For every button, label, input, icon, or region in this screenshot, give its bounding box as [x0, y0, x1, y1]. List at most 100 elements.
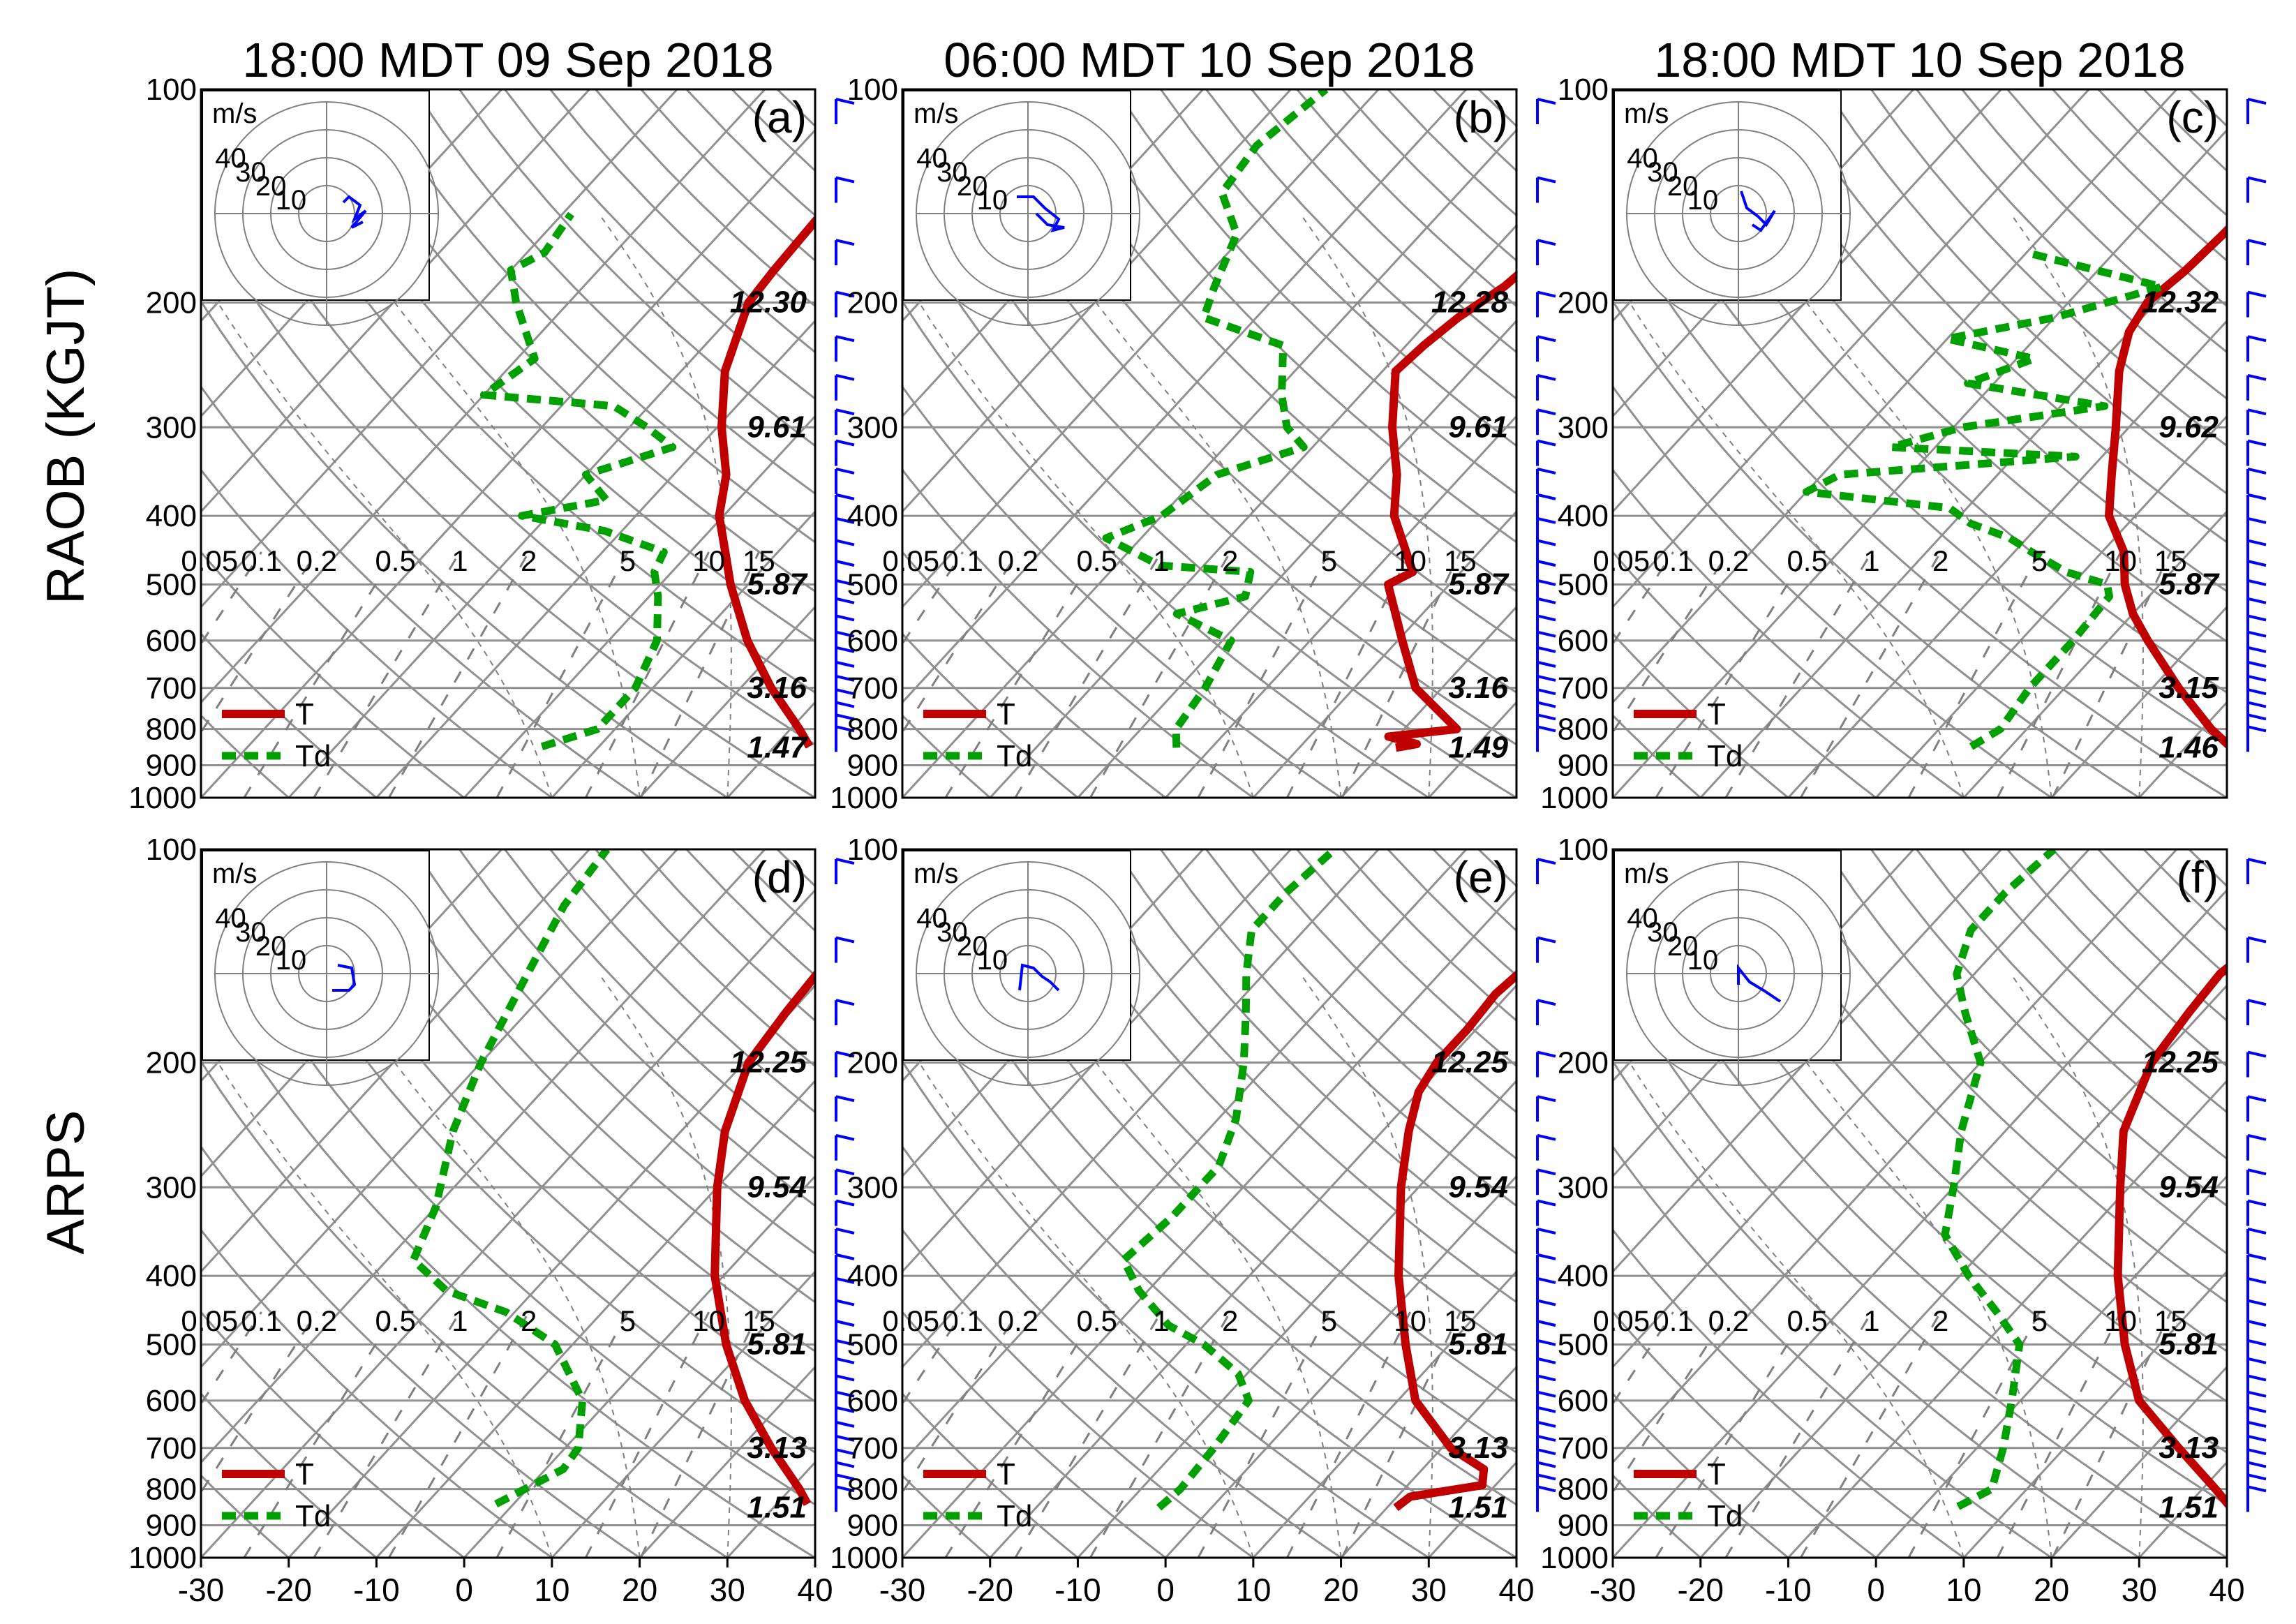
isotherm-line — [1165, 415, 1516, 798]
pressure-tick-label: 800 — [146, 1473, 197, 1507]
mixing-ratio-line — [1014, 1311, 1163, 1558]
wind-barb-flag — [835, 1461, 855, 1468]
mixing-ratio-label: 0.2 — [1708, 544, 1749, 577]
mixing-ratio-line — [201, 1311, 318, 1495]
moist-adiabat — [1743, 214, 2052, 798]
dry-adiabat — [201, 1310, 465, 1558]
wind-barb-flag — [1537, 239, 1556, 246]
temperature-tick-label: 40 — [1498, 1572, 1534, 1608]
isotherm-line — [375, 1079, 815, 1558]
wind-barb-flag — [1537, 1095, 1556, 1103]
temperature-tick-label: -30 — [178, 1572, 224, 1608]
wind-barb-flag — [835, 646, 855, 653]
hodograph-ring-label: 10 — [276, 185, 307, 216]
wind-barb-flag — [1537, 701, 1556, 708]
wind-barb-flag — [1537, 630, 1556, 638]
isotherm-line — [902, 849, 1380, 1369]
wind-barb-flag — [835, 858, 855, 865]
wind-barb-flag — [1537, 999, 1556, 1006]
mixing-ratio-label: 5 — [2032, 1304, 2048, 1337]
dry-adiabat — [1023, 89, 1516, 593]
dry-adiabat — [1023, 849, 1516, 1353]
dry-adiabat — [201, 299, 729, 798]
panel-title: 18:00 MDT 09 Sep 2018 — [242, 33, 773, 87]
wind-barb-flag — [2247, 1461, 2267, 1468]
dry-adiabat — [1734, 849, 2227, 1353]
mixing-ratio-label: 15 — [743, 544, 775, 577]
moist-adiabat — [2226, 1553, 2227, 1558]
moist-adiabat — [2226, 793, 2227, 798]
height-label: 12.28 — [1431, 285, 1509, 320]
mixing-ratio-line — [495, 551, 629, 798]
wind-barb-flag — [2247, 1199, 2267, 1207]
mixing-ratio-line — [201, 1311, 262, 1406]
wind-barb-flag — [2247, 1357, 2267, 1364]
temperature-tick-label: 20 — [622, 1572, 657, 1608]
pressure-tick-label: 100 — [146, 833, 197, 867]
isotherm-line — [1787, 319, 2227, 798]
mixing-ratio-label: 0.5 — [1076, 1304, 1117, 1337]
panel-plot-area — [902, 849, 1516, 1558]
mixing-ratio-line — [639, 1311, 760, 1558]
dry-adiabat — [1613, 385, 2052, 798]
dry-adiabat — [201, 1145, 641, 1558]
dry-adiabat — [276, 89, 815, 643]
panel-letter: (d) — [752, 852, 807, 902]
mixing-ratio-line — [1613, 551, 1674, 646]
row-label-raob: RAOB (KGJT) — [36, 269, 96, 604]
temperature-tick-label: 40 — [2209, 1572, 2244, 1608]
pressure-tick-label: 100 — [1558, 73, 1609, 107]
wind-barb-flag — [835, 1227, 855, 1235]
dry-adiabat — [1688, 89, 2227, 643]
temperature-tick-label: 20 — [1323, 1572, 1359, 1608]
moist-adiabat — [1299, 214, 1433, 798]
dry-adiabat — [322, 89, 815, 593]
moist-adiabat — [1613, 1033, 1965, 1558]
mixing-ratio-label: 0.5 — [1076, 544, 1117, 577]
height-label: 5.87 — [2159, 567, 2220, 601]
hodograph-ring-label: 10 — [977, 945, 1008, 976]
dry-adiabat — [1114, 849, 1516, 1256]
mixing-ratio-line — [495, 1311, 629, 1558]
mixing-ratio-label: 2 — [1222, 1304, 1238, 1337]
isotherm-line — [1875, 415, 2227, 798]
wind-barb-flag — [835, 539, 855, 546]
mixing-ratio-line — [902, 1311, 964, 1406]
mixing-ratio-label: 0.05 — [882, 1304, 939, 1337]
height-label: 9.62 — [2159, 410, 2219, 444]
dry-adiabat — [1779, 89, 2227, 544]
pressure-tick-label: 900 — [146, 1509, 197, 1543]
panel-c: 0.05 0.1 0.2 0.5 1 2 5 10 15 12.32 9.62 5.87 3.15 1.4… — [1540, 33, 2267, 815]
wind-barb-flag — [2247, 630, 2267, 638]
pressure-tick-label: 800 — [146, 713, 197, 747]
mixing-ratio-line — [1724, 1311, 1873, 1558]
mixing-ratio-label: 0.1 — [942, 544, 983, 577]
wind-barb-flag — [2247, 1253, 2267, 1260]
wind-barb-flag — [2247, 1168, 2267, 1176]
pressure-tick-label: 500 — [146, 567, 197, 602]
wind-barb-flag — [2247, 614, 2267, 622]
hodograph-ring-label: 20 — [255, 171, 287, 202]
height-label: 5.81 — [2159, 1327, 2219, 1361]
isotherm-line — [902, 89, 1380, 609]
dewpoint-line — [479, 211, 677, 751]
wind-barb-flag — [1537, 597, 1556, 604]
mixing-ratio-line — [584, 1311, 710, 1558]
dry-adiabat — [1961, 849, 2227, 1114]
mixing-ratio-label: 15 — [1444, 1304, 1477, 1337]
mixing-ratio-label: 1 — [452, 544, 468, 577]
height-label: 5.81 — [1448, 1327, 1508, 1361]
hodograph-ring-label: 20 — [1667, 171, 1699, 202]
wind-barb-flag — [1537, 675, 1556, 682]
hodograph-units: m/s — [914, 98, 958, 129]
wind-barb-flag — [1537, 517, 1556, 524]
isotherm-line — [902, 89, 1292, 514]
mixing-ratio-label: 10 — [2104, 544, 2137, 577]
dry-adiabat — [902, 117, 1516, 746]
wind-barb-flag — [2247, 646, 2267, 653]
wind-barb-flag — [2247, 858, 2267, 865]
legend-t-label: T — [295, 697, 314, 731]
height-label: 9.61 — [1448, 410, 1508, 444]
wind-barb-flag — [835, 1095, 855, 1103]
mixing-ratio-line — [902, 551, 1020, 735]
